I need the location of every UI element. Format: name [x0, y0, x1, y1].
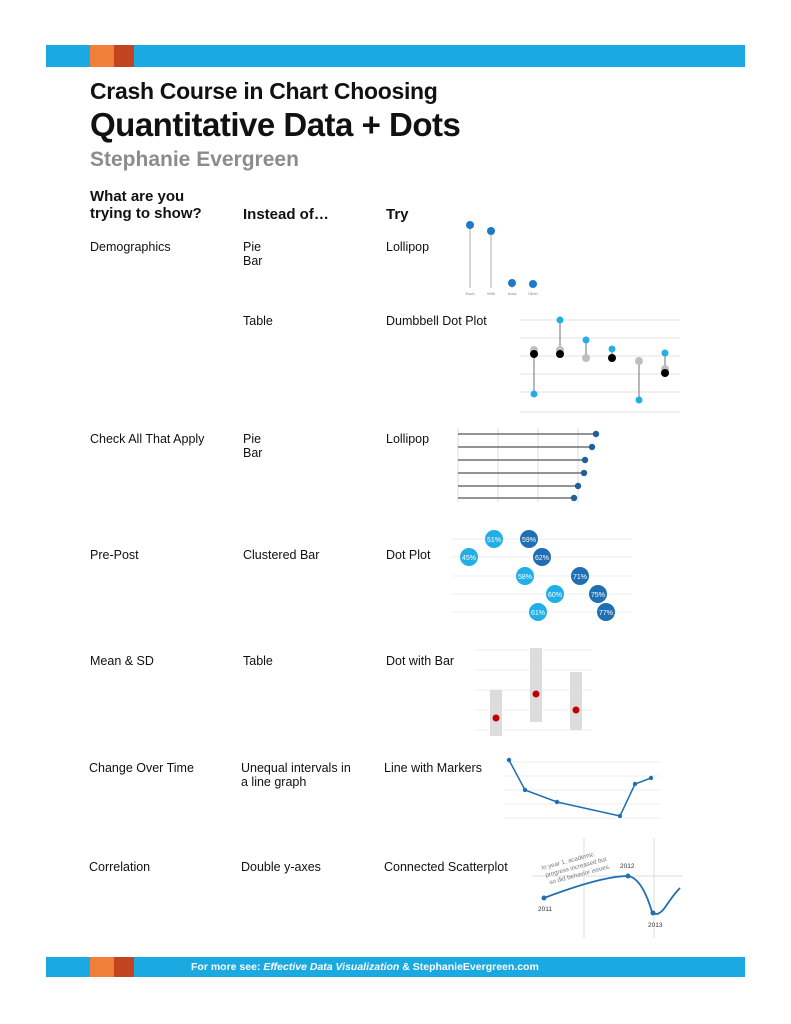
footer-joiner: &	[399, 961, 413, 973]
instead-line1: Pie	[243, 432, 262, 446]
instead-line2: a line graph	[241, 775, 307, 789]
dot-plot-example: 51% 59% 45% 62% 58% 71% 60% 75% 61% 77%	[452, 530, 632, 621]
column-header-show-line2: trying to show?	[90, 205, 202, 222]
lollipop-horizontal-example	[457, 428, 600, 502]
dot-label: 51%	[487, 537, 501, 544]
lollipop-label: Each	[465, 291, 474, 296]
footer-text: For more see: Effective Data Visualizati…	[191, 957, 539, 977]
footer-banner: For more see: Effective Data Visualizati…	[46, 957, 745, 977]
row-change-over-time-instead: Unequal intervals in a line graph	[241, 761, 351, 789]
dot-label: 77%	[599, 610, 613, 617]
row-correlation-show: Correlation	[89, 860, 151, 874]
scatter-year-label: 2011	[538, 906, 552, 913]
row-check-all-show: Check All That Apply	[90, 432, 205, 446]
lollipop-label: With	[487, 291, 495, 296]
row-demographics-show: Demographics	[90, 240, 171, 254]
row-correlation-instead: Double y-axes	[241, 860, 321, 874]
row-pre-post-show: Pre-Post	[90, 548, 139, 562]
orange-accent-block	[90, 957, 114, 977]
row-pre-post-try: Dot Plot	[386, 548, 431, 562]
series-title: Crash Course in Chart Choosing	[90, 78, 438, 104]
dot-label: 45%	[462, 555, 476, 562]
dot-label: 62%	[535, 555, 549, 562]
orange-accent-block	[90, 45, 114, 67]
dumbbell-dot-plot-example	[520, 316, 680, 413]
lollipop-label: Other	[528, 291, 539, 296]
scatter-year-label: 2013	[648, 922, 663, 929]
lollipop-dot	[529, 280, 537, 288]
row-change-over-time-try: Line with Markers	[384, 761, 482, 775]
dot-label: 75%	[591, 592, 605, 599]
row-pre-post-instead: Clustered Bar	[243, 548, 320, 562]
dot-label: 59%	[522, 537, 536, 544]
header-banner	[46, 45, 745, 67]
row-correlation-try: Connected Scatterplot	[384, 860, 508, 874]
dot-label: 58%	[518, 574, 532, 581]
row-mean-sd-show: Mean & SD	[90, 654, 154, 668]
dot-label: 61%	[531, 610, 545, 617]
lollipop-dot	[466, 221, 474, 229]
row-change-over-time-show: Change Over Time	[89, 761, 194, 775]
dot-label: 60%	[548, 592, 562, 599]
row-dumbbell-try: Dumbbell Dot Plot	[386, 314, 487, 328]
footer-website: StephanieEvergreen.com	[412, 961, 539, 973]
lollipop-vertical-example: Each With Axial Other	[465, 221, 539, 296]
instead-line1: Unequal intervals in	[241, 761, 351, 775]
row-check-all-try: Lollipop	[386, 432, 430, 446]
footer-book-title: Effective Data Visualization	[263, 961, 400, 973]
row-demographics-instead: Pie Bar	[243, 240, 262, 268]
row-demographics-try: Lollipop	[386, 240, 430, 254]
lollipop-dot	[508, 279, 516, 287]
dot-with-bar-example	[476, 648, 592, 736]
row-mean-sd-instead: Table	[243, 654, 273, 668]
connected-scatterplot-example: In year 1, academic progress increased b…	[532, 838, 682, 938]
footer-prefix: For more see:	[191, 961, 264, 973]
scatter-year-label: 2012	[620, 863, 635, 870]
lollipop-dot	[487, 227, 495, 235]
column-header-show-line1: What are you	[90, 188, 185, 205]
instead-line2: Bar	[243, 254, 263, 268]
rust-accent-block	[114, 45, 134, 67]
instead-line1: Pie	[243, 240, 262, 254]
column-header-instead: Instead of…	[243, 206, 329, 223]
row-table-instead: Table	[243, 314, 273, 328]
rust-accent-block	[114, 957, 134, 977]
column-header-try: Try	[386, 206, 409, 223]
row-check-all-instead: Pie Bar	[243, 432, 262, 460]
column-header-show: What are you trying to show?	[90, 188, 202, 222]
instead-line2: Bar	[243, 446, 263, 460]
dot-label: 71%	[573, 574, 587, 581]
row-mean-sd-try: Dot with Bar	[386, 654, 455, 668]
page-title: Quantitative Data + Dots	[90, 106, 461, 143]
line-with-markers-example	[504, 757, 660, 819]
lollipop-label: Axial	[508, 291, 517, 296]
author-name: Stephanie Evergreen	[90, 148, 299, 171]
